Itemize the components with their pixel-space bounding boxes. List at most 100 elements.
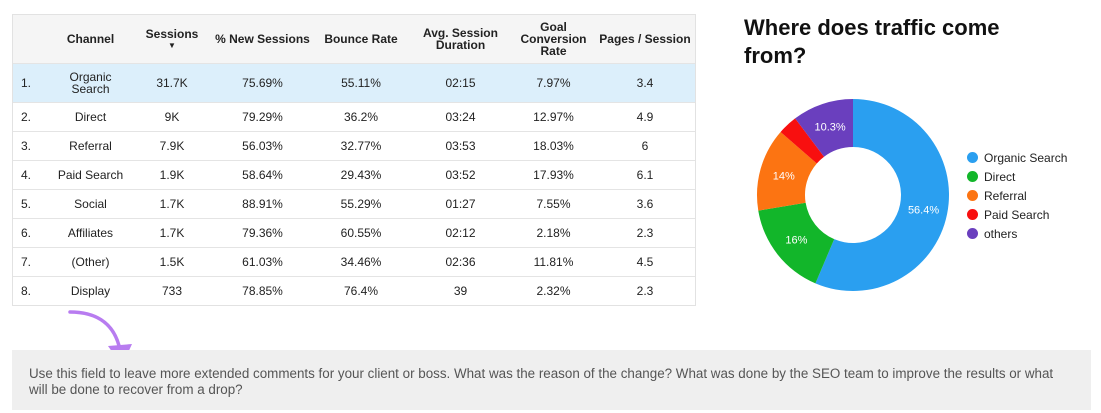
- cell-new-sessions: 78.85%: [212, 275, 313, 305]
- cell-channel: Social: [49, 188, 132, 218]
- cell-channel: Affiliates: [49, 217, 132, 247]
- cell-channel: (Other): [49, 246, 132, 276]
- cell-goal-conversion: 17.93%: [512, 159, 595, 189]
- cell-bounce-rate: 29.43%: [313, 159, 409, 189]
- cell-new-sessions: 61.03%: [212, 246, 313, 276]
- header-sessions[interactable]: Sessions ▼: [132, 15, 212, 63]
- table-row[interactable]: 6. Affiliates 1.7K 79.36% 60.55% 02:12 2…: [13, 217, 695, 247]
- legend-swatch: [967, 152, 978, 163]
- cell-goal-conversion: 7.55%: [512, 188, 595, 218]
- header-new-sessions[interactable]: % New Sessions: [212, 15, 313, 63]
- header-avg-duration[interactable]: Avg. Session Duration: [409, 15, 512, 63]
- cell-channel: Referral: [49, 130, 132, 160]
- cell-avg-duration: 03:53: [409, 130, 512, 160]
- cell-avg-duration: 39: [409, 275, 512, 305]
- table-row[interactable]: 8. Display 733 78.85% 76.4% 39 2.32% 2.3: [13, 275, 695, 305]
- donut-slice-direct[interactable]: [758, 202, 835, 284]
- header-goal-conversion[interactable]: Goal Conversion Rate: [512, 15, 595, 63]
- legend-item[interactable]: Direct: [967, 167, 1067, 186]
- legend-label: others: [984, 226, 1018, 241]
- cell-goal-conversion: 2.18%: [512, 217, 595, 247]
- cell-bounce-rate: 36.2%: [313, 101, 409, 131]
- cell-avg-duration: 03:24: [409, 101, 512, 131]
- cell-sessions: 7.9K: [132, 130, 212, 160]
- table-row[interactable]: 1. Organic Search 31.7K 75.69% 55.11% 02…: [13, 62, 695, 102]
- cell-pages-per-session: 2.3: [595, 217, 695, 247]
- cell-rank: 2.: [13, 101, 49, 131]
- legend-label: Paid Search: [984, 207, 1050, 222]
- comment-field[interactable]: Use this field to leave more extended co…: [12, 350, 1091, 410]
- header-pages-per-session[interactable]: Pages / Session: [595, 15, 695, 63]
- cell-rank: 8.: [13, 275, 49, 305]
- cell-bounce-rate: 55.29%: [313, 188, 409, 218]
- cell-sessions: 9K: [132, 101, 212, 131]
- cell-channel: Paid Search: [49, 159, 132, 189]
- table-row[interactable]: 5. Social 1.7K 88.91% 55.29% 01:27 7.55%…: [13, 188, 695, 218]
- cell-new-sessions: 88.91%: [212, 188, 313, 218]
- cell-avg-duration: 03:52: [409, 159, 512, 189]
- legend-swatch: [967, 171, 978, 182]
- cell-rank: 7.: [13, 246, 49, 276]
- legend-item[interactable]: Paid Search: [967, 205, 1067, 224]
- legend-item[interactable]: others: [967, 224, 1067, 243]
- header-channel[interactable]: Channel: [49, 15, 132, 63]
- table-header-row: Channel Sessions ▼ % New Sessions Bounce…: [13, 15, 695, 63]
- donut-slice-organic-search[interactable]: [815, 99, 949, 291]
- cell-bounce-rate: 55.11%: [313, 62, 409, 102]
- cell-new-sessions: 79.29%: [212, 101, 313, 131]
- cell-new-sessions: 56.03%: [212, 130, 313, 160]
- donut-slice-paid-search[interactable]: [780, 118, 825, 164]
- cell-rank: 5.: [13, 188, 49, 218]
- cell-pages-per-session: 3.4: [595, 62, 695, 102]
- cell-bounce-rate: 34.46%: [313, 246, 409, 276]
- legend-label: Direct: [984, 169, 1016, 184]
- cell-new-sessions: 79.36%: [212, 217, 313, 247]
- table-row[interactable]: 2. Direct 9K 79.29% 36.2% 03:24 12.97% 4…: [13, 101, 695, 131]
- cell-pages-per-session: 4.5: [595, 246, 695, 276]
- legend-swatch: [967, 190, 978, 201]
- cell-new-sessions: 58.64%: [212, 159, 313, 189]
- legend-label: Referral: [984, 188, 1027, 203]
- comment-text: Use this field to leave more extended co…: [29, 366, 1054, 397]
- legend-item[interactable]: Organic Search: [967, 148, 1067, 167]
- chart-title: Where does traffic come from?: [744, 15, 1000, 68]
- cell-sessions: 1.5K: [132, 246, 212, 276]
- cell-avg-duration: 02:15: [409, 62, 512, 102]
- cell-avg-duration: 02:12: [409, 217, 512, 247]
- table-row[interactable]: 3. Referral 7.9K 56.03% 32.77% 03:53 18.…: [13, 130, 695, 160]
- table-row[interactable]: 7. (Other) 1.5K 61.03% 34.46% 02:36 11.8…: [13, 246, 695, 276]
- cell-sessions: 1.9K: [132, 159, 212, 189]
- cell-rank: 6.: [13, 217, 49, 247]
- cell-channel: Direct: [49, 101, 132, 131]
- cell-avg-duration: 01:27: [409, 188, 512, 218]
- cell-channel: Organic Search: [49, 62, 132, 102]
- cell-pages-per-session: 6.1: [595, 159, 695, 189]
- header-sessions-label: Sessions: [145, 26, 199, 41]
- table-row[interactable]: 4. Paid Search 1.9K 58.64% 29.43% 03:52 …: [13, 159, 695, 189]
- chart-legend: Organic Search Direct Referral Paid Search o…: [967, 148, 1067, 243]
- donut-slice-label: 14%: [773, 170, 795, 182]
- cell-sessions: 31.7K: [132, 62, 212, 102]
- legend-item[interactable]: Referral: [967, 186, 1067, 205]
- cell-rank: 1.: [13, 62, 49, 102]
- donut-slice-label: 10.3%: [815, 122, 846, 134]
- cell-sessions: 733: [132, 275, 212, 305]
- cell-goal-conversion: 18.03%: [512, 130, 595, 160]
- channel-table-container: Channel Sessions ▼ % New Sessions Bounce…: [12, 14, 696, 306]
- cell-avg-duration: 02:36: [409, 246, 512, 276]
- donut-slice-label: 56.4%: [908, 204, 939, 216]
- header-bounce-rate[interactable]: Bounce Rate: [313, 15, 409, 63]
- sort-descending-icon: ▼: [168, 40, 176, 50]
- cell-rank: 3.: [13, 130, 49, 160]
- cell-pages-per-session: 2.3: [595, 275, 695, 305]
- legend-swatch: [967, 228, 978, 239]
- legend-label: Organic Search: [984, 150, 1068, 165]
- donut-slice-others[interactable]: [795, 99, 853, 157]
- cell-goal-conversion: 12.97%: [512, 101, 595, 131]
- traffic-donut-chart: 56.4% 16% 14% 10.3%: [757, 99, 949, 291]
- donut-slice-referral[interactable]: [757, 131, 817, 211]
- cell-new-sessions: 75.69%: [212, 62, 313, 102]
- cell-rank: 4.: [13, 159, 49, 189]
- cell-channel: Display: [49, 275, 132, 305]
- cell-pages-per-session: 4.9: [595, 101, 695, 131]
